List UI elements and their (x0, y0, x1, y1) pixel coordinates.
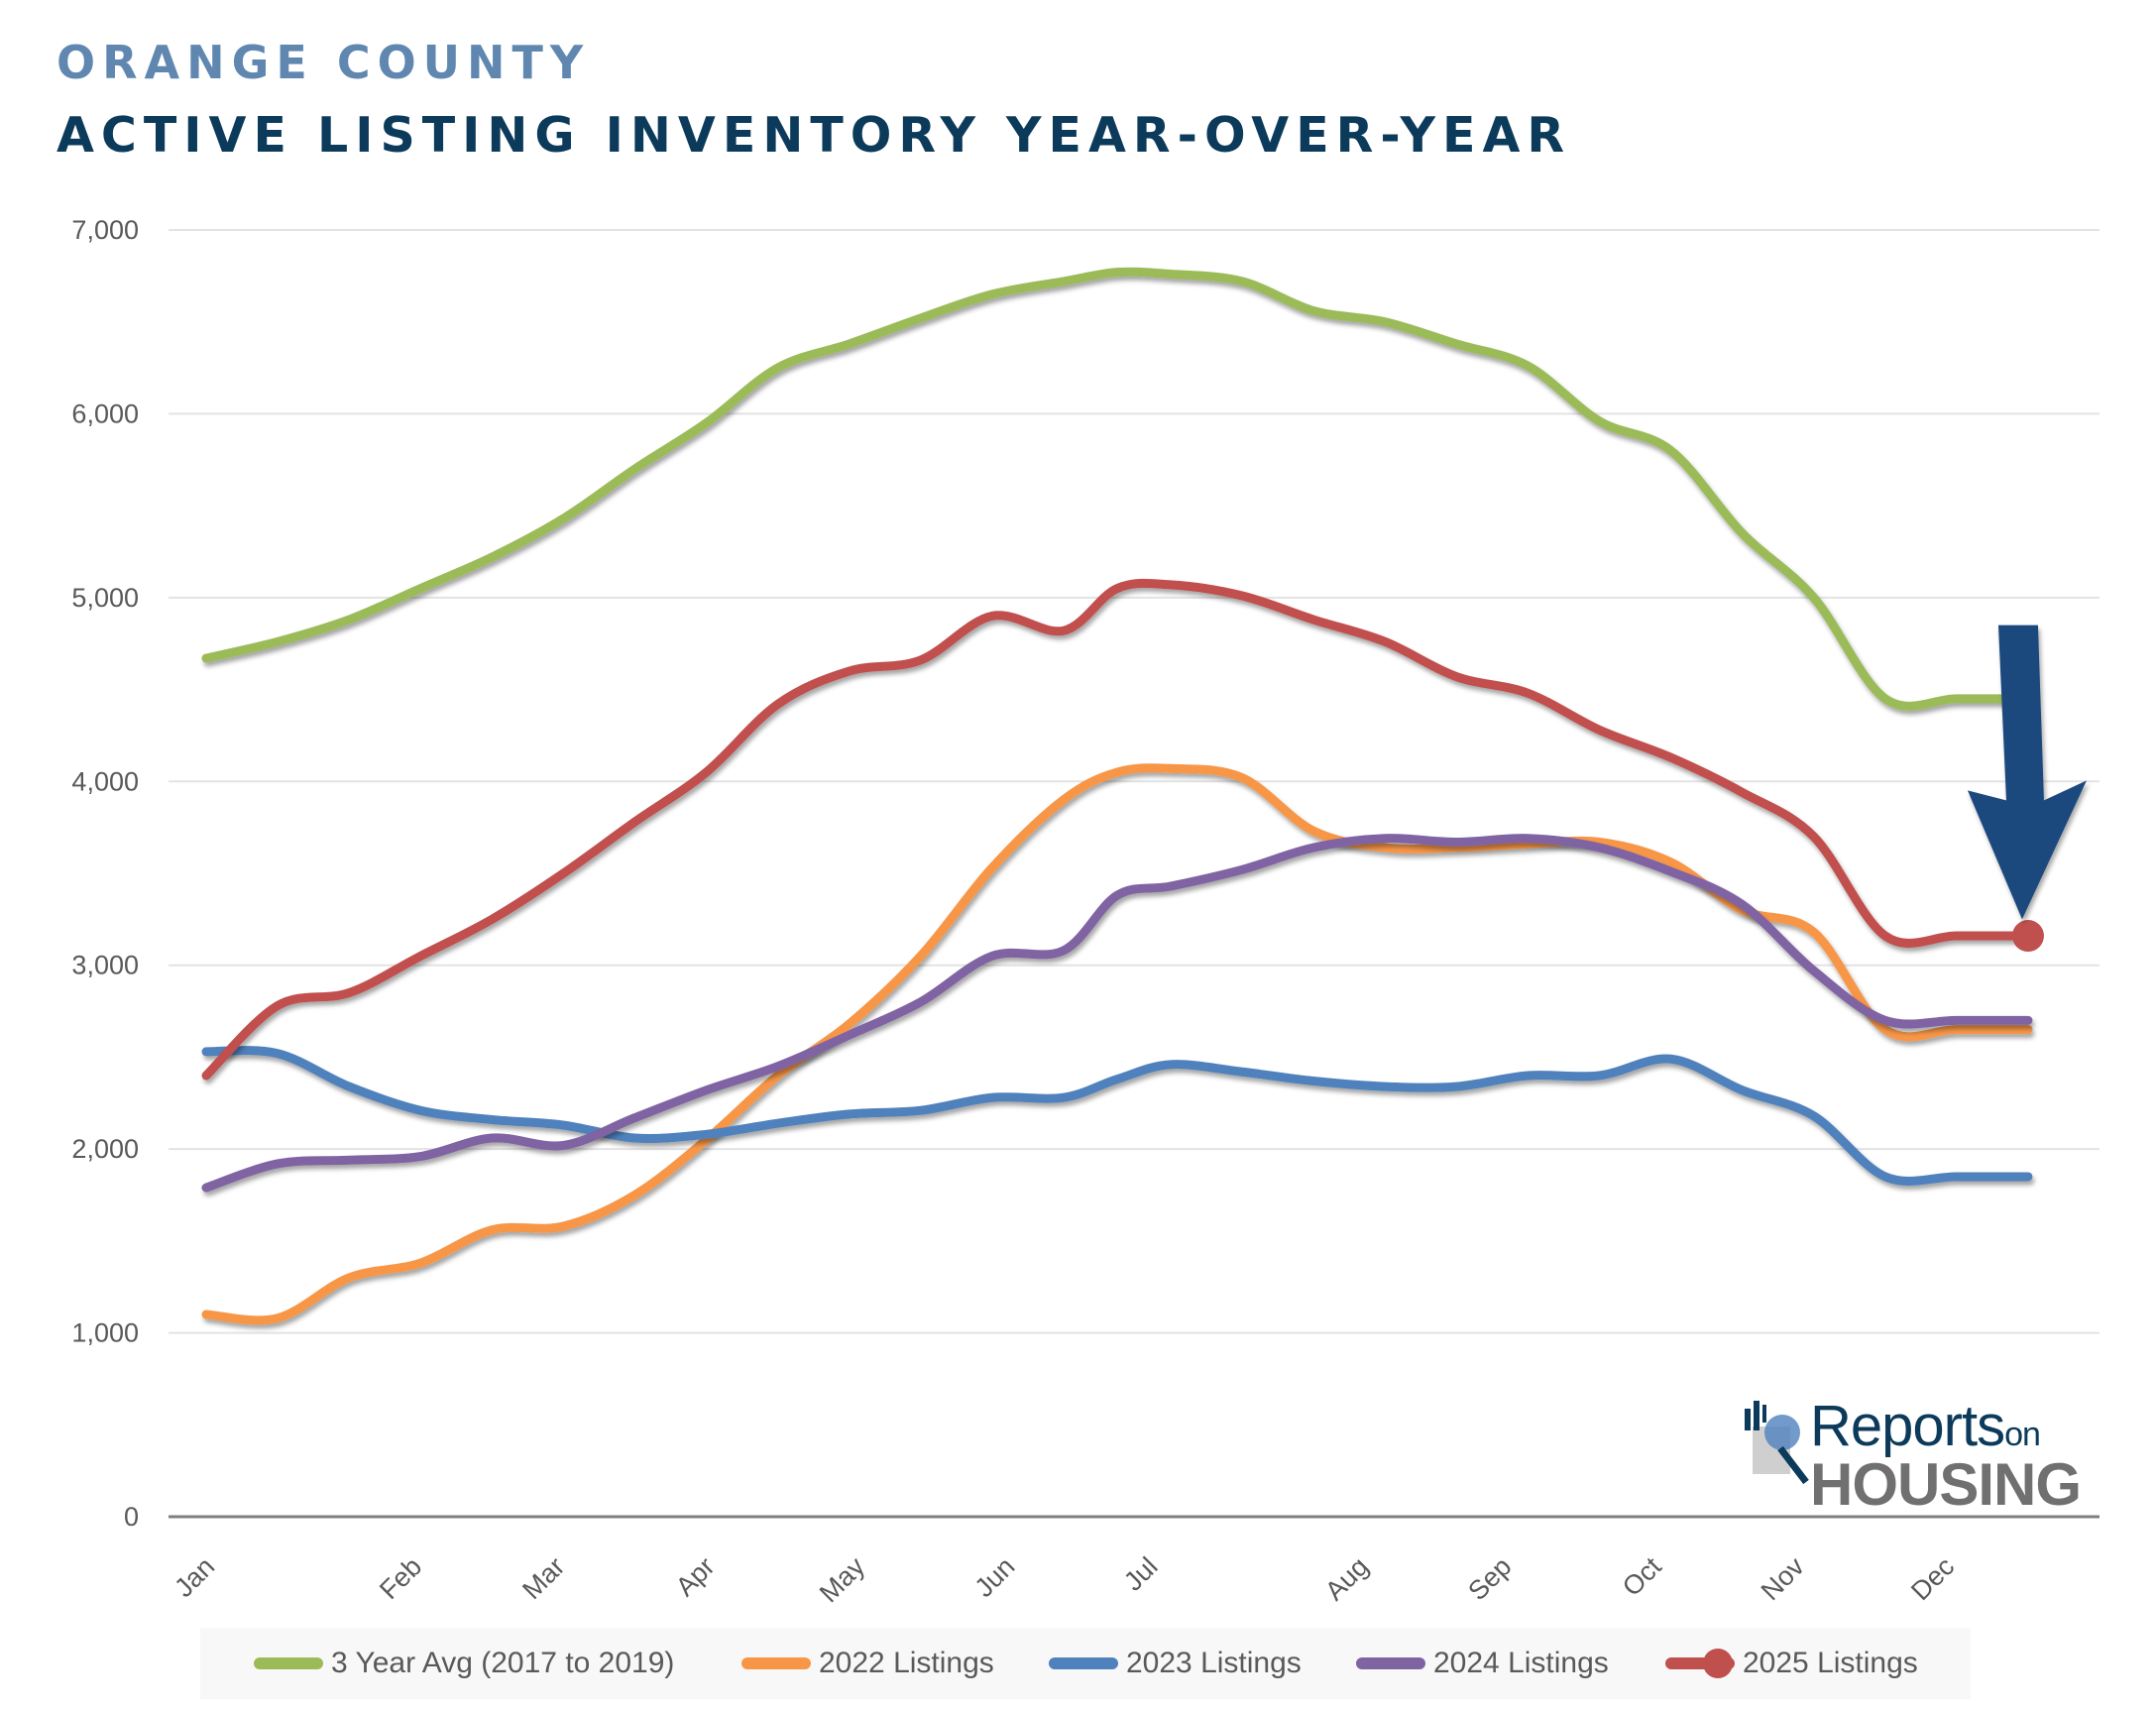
x-tick-label: May (814, 1551, 871, 1609)
x-tick-label: Feb (374, 1551, 427, 1605)
y-tick-label: 0 (124, 1502, 139, 1532)
y-tick-label: 5,000 (71, 583, 139, 613)
series-line-2025-listings (201, 578, 2033, 1081)
legend-item-2025: 2025 Listings (1665, 1628, 1918, 1699)
x-tick-label: Jan (169, 1551, 220, 1603)
y-tick-label: 3,000 (71, 951, 139, 980)
x-tick-label: Apr (670, 1551, 721, 1602)
x-tick-label: Mar (516, 1551, 570, 1605)
x-tick-label: Jul (1118, 1551, 1164, 1597)
x-tick-label: Aug (1319, 1551, 1374, 1606)
legend-item-3yr-avg: 3 Year Avg (2017 to 2019) (254, 1628, 674, 1699)
gridlines (169, 229, 2099, 1519)
series-line-3-year-avg-2017-to-2019 (201, 267, 2033, 711)
legend-label: 2024 Listings (1433, 1647, 1609, 1679)
legend-swatch (1665, 1649, 1735, 1678)
x-tick-label: Sep (1462, 1551, 1517, 1606)
series-line-2024-listings (201, 834, 2033, 1193)
y-tick-label: 1,000 (71, 1318, 139, 1348)
legend-label: 2022 Listings (819, 1647, 994, 1679)
legend-item-2023: 2023 Listings (1049, 1628, 1302, 1699)
legend-swatch (741, 1657, 811, 1669)
legend-item-2024: 2024 Listings (1356, 1628, 1609, 1699)
y-axis-ticks: 0 1,000 2,000 3,000 4,000 5,000 6,000 7,000 (71, 215, 139, 1532)
reports-on-housing-logo: Reportson HOUSING (1743, 1393, 2090, 1518)
y-tick-label: 2,000 (71, 1134, 139, 1164)
chart-subtitle: ORANGE COUNTY (57, 36, 591, 89)
legend-swatch (1049, 1657, 1118, 1669)
y-tick-label: 6,000 (71, 399, 139, 428)
down-arrow-annotation (1967, 625, 2087, 920)
legend-label: 3 Year Avg (2017 to 2019) (331, 1647, 675, 1679)
x-tick-label: Nov (1756, 1551, 1811, 1607)
series-end-marker (2011, 920, 2044, 953)
legend-label: 2025 Listings (1743, 1647, 1918, 1679)
legend-swatch (1356, 1657, 1425, 1669)
chart-title: ACTIVE LISTING INVENTORY YEAR-OVER-YEAR (57, 107, 1572, 164)
x-tick-label: Dec (1905, 1551, 1960, 1606)
series-line-2023-listings (201, 1046, 2033, 1186)
logo-housing-text: HOUSING (1810, 1451, 2082, 1518)
logo-reports-text: Reportson (1810, 1393, 2041, 1459)
legend: 3 Year Avg (2017 to 2019) 2022 Listings … (200, 1628, 1971, 1699)
x-axis-ticks: Jan Feb Mar Apr May Jun Jul Aug Sep Oct Nov Dec (169, 1551, 1960, 1609)
legend-swatch (254, 1657, 323, 1669)
legend-label: 2023 Listings (1126, 1647, 1302, 1679)
x-tick-label: Jun (968, 1551, 1020, 1603)
annotations (1967, 625, 2087, 920)
series-line-2022-listings (201, 763, 2033, 1325)
y-tick-label: 4,000 (71, 766, 139, 796)
logo-on: on (2004, 1416, 2041, 1453)
logo-reports: Reports (1810, 1394, 2005, 1458)
logo-magnifier-icon (1745, 1401, 1809, 1485)
y-tick-label: 7,000 (71, 215, 139, 245)
x-tick-label: Oct (1617, 1551, 1667, 1602)
legend-item-2022: 2022 Listings (741, 1628, 994, 1699)
series-lines (201, 267, 2044, 1325)
legend-marker-dot (1703, 1649, 1733, 1678)
